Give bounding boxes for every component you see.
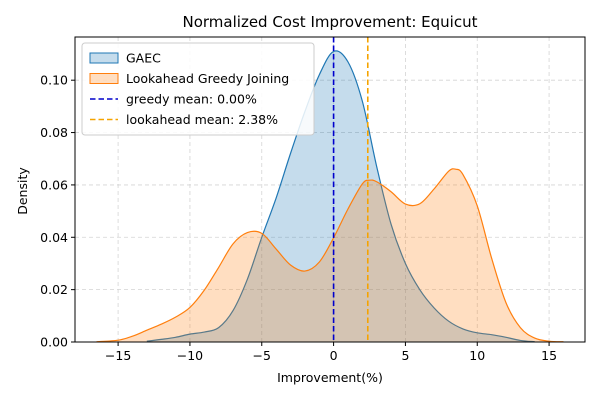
legend-label: greedy mean: 0.00%	[126, 92, 257, 107]
x-axis-label: Improvement(%)	[277, 370, 383, 385]
y-tick-label: 0.04	[40, 230, 68, 245]
legend-swatch	[89, 73, 119, 84]
density-line-gaec	[146, 50, 535, 343]
legend: GAEC Lookahead Greedy Joining greedy mean:…	[81, 42, 315, 136]
y-tick-label: 0.00	[40, 335, 68, 350]
x-tick-label: −15	[105, 348, 131, 363]
y-tick-label: 0.06	[40, 177, 68, 192]
legend-box	[81, 42, 315, 136]
density-area-lookahead-greedy-joining	[96, 168, 564, 342]
x-tick-label: 5	[401, 348, 409, 363]
x-tick-label: 15	[541, 348, 557, 363]
legend-label: GAEC	[126, 51, 161, 66]
x-tick-label: 0	[330, 348, 338, 363]
legend-label: lookahead mean: 2.38%	[126, 112, 278, 127]
x-tick-label: −10	[177, 348, 203, 363]
y-tick-label: 0.10	[40, 73, 68, 88]
plot-area: −15 −10 −5 0 5 10 15 0.00 0.02 0.04 0.06 0.08 0.10 GA…	[40, 36, 586, 363]
axes-frame	[74, 36, 586, 343]
x-tick-label: 10	[469, 348, 485, 363]
y-tick-label: 0.02	[40, 282, 68, 297]
legend-label: Lookahead Greedy Joining	[126, 71, 289, 86]
chart-title: Normalized Cost Improvement: Equicut	[183, 13, 478, 31]
density-line-lookahead-greedy-joining	[96, 168, 564, 343]
x-tick-label: −5	[253, 348, 271, 363]
y-axis-label: Density	[15, 167, 30, 215]
legend-swatch	[89, 52, 119, 64]
y-tick-label: 0.08	[40, 125, 68, 140]
density-area-gaec	[146, 50, 535, 342]
